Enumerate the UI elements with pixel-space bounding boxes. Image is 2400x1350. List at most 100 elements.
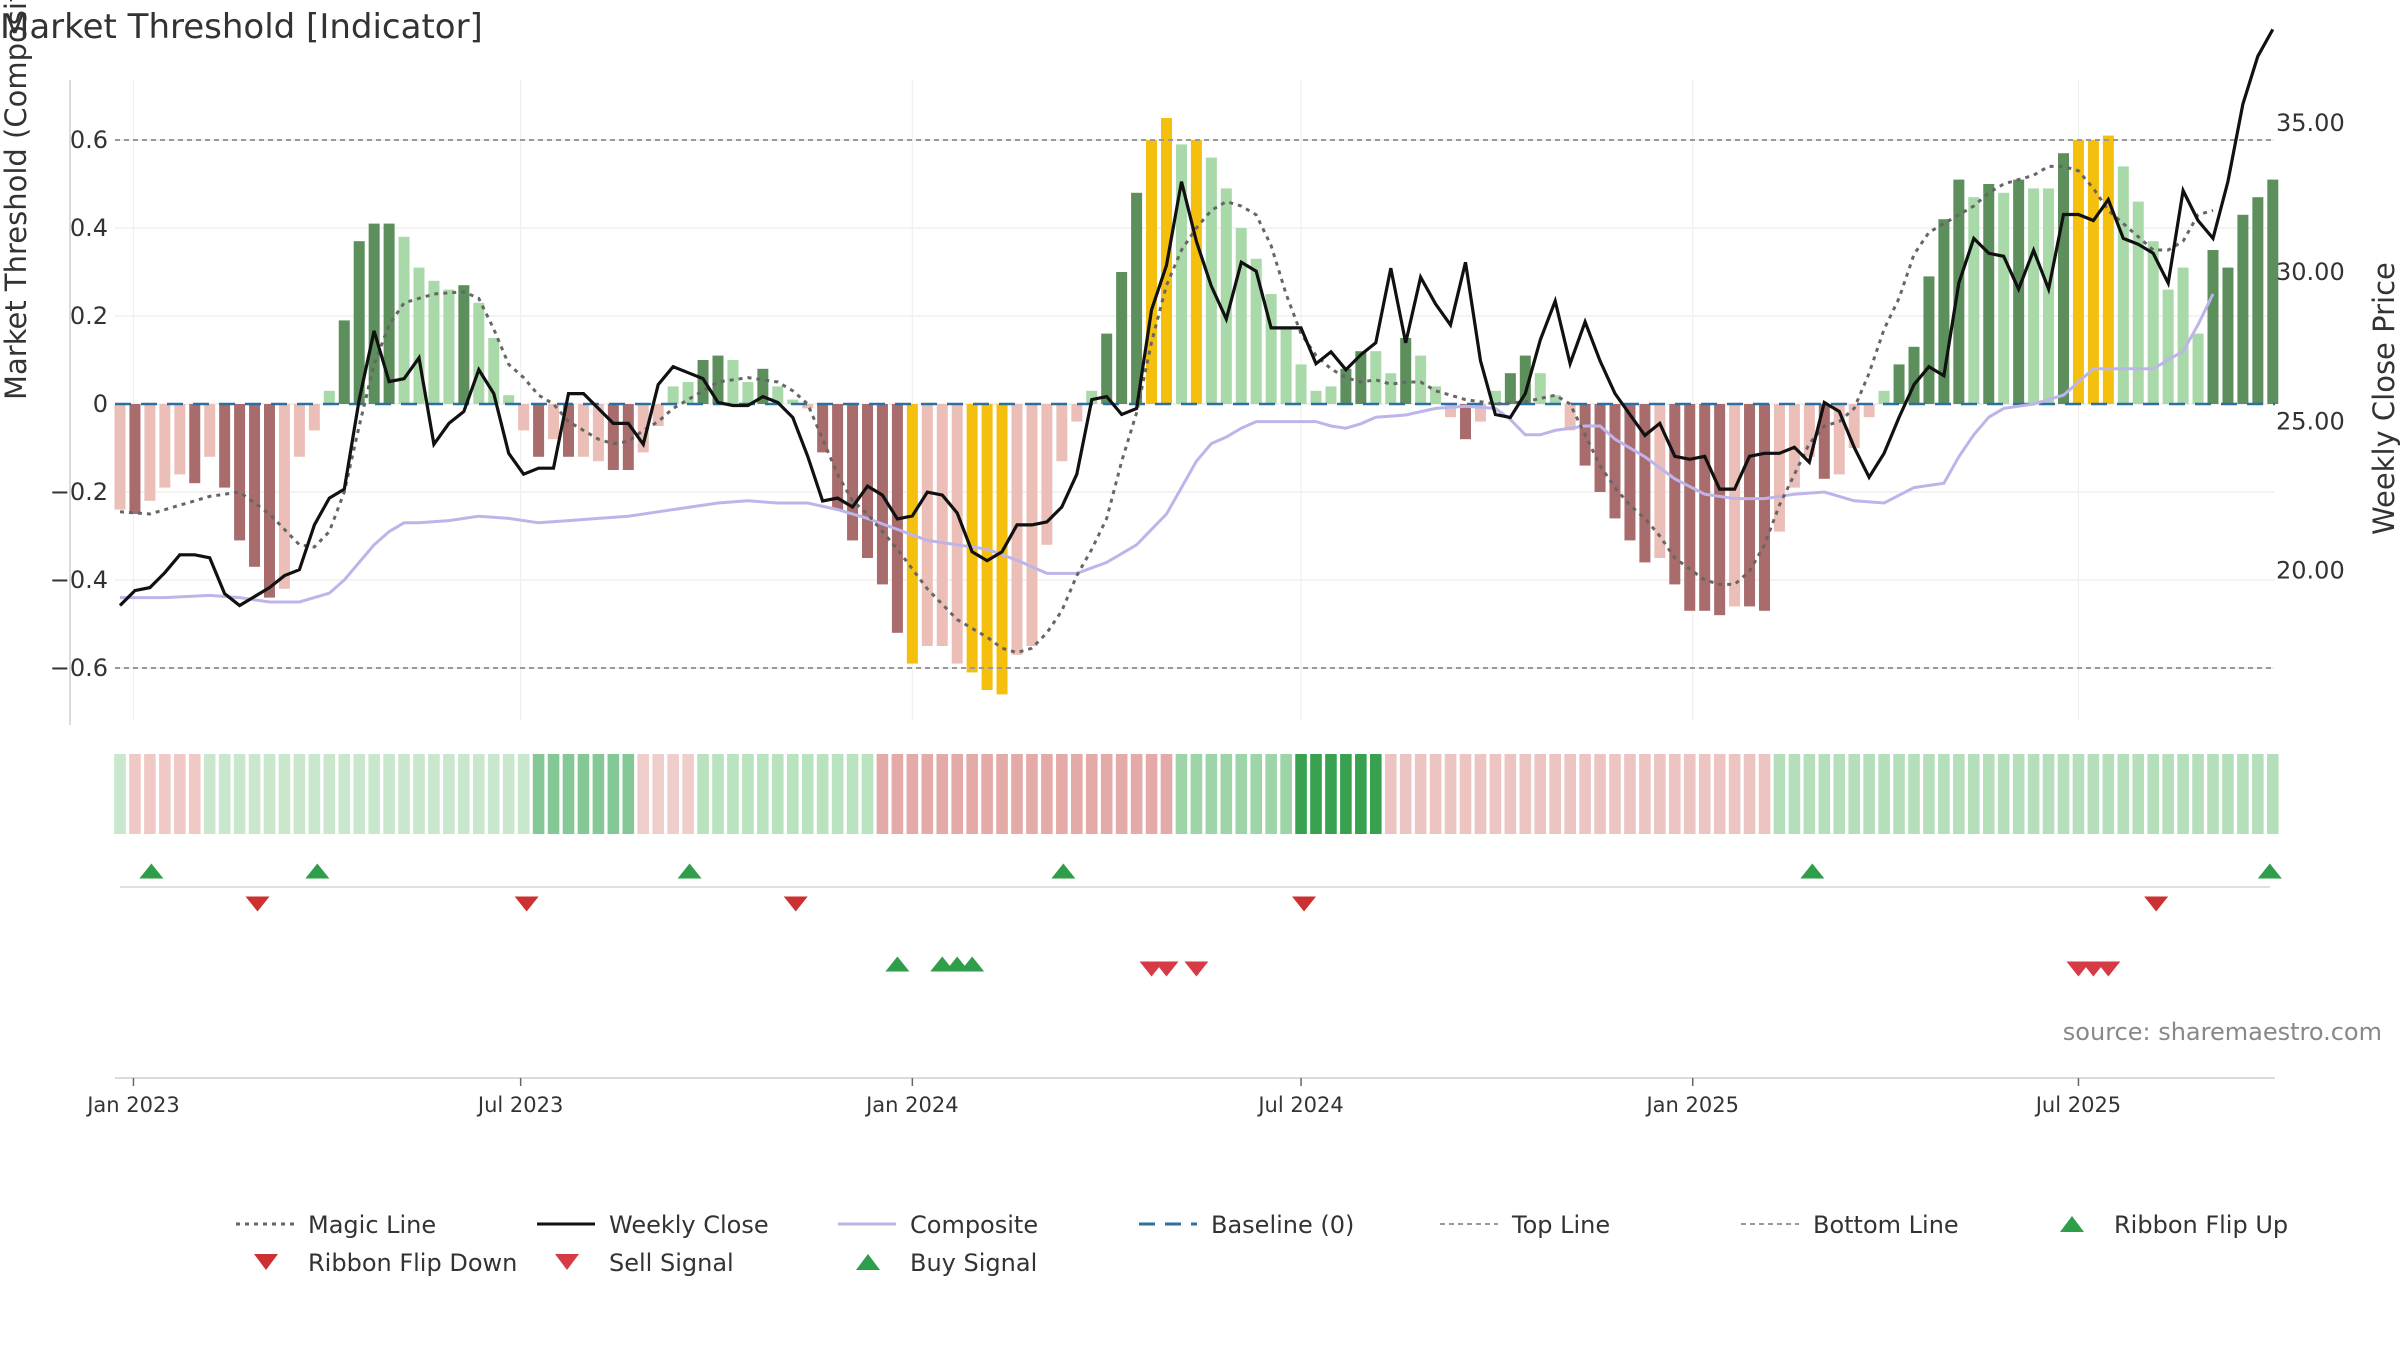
composite-bar <box>1729 404 1741 607</box>
ribbon-cell <box>144 754 156 834</box>
buy-signal-marker <box>885 956 910 972</box>
x-tick-label: Jul 2025 <box>2034 1093 2121 1117</box>
ribbon-cell <box>2207 754 2219 834</box>
composite-bar <box>1235 228 1247 404</box>
ribbon-cell <box>637 754 650 834</box>
composite-bar <box>1938 219 1950 404</box>
ribbon-cell <box>159 754 171 834</box>
composite-bar <box>652 404 664 426</box>
ribbon-cell <box>1594 754 1606 834</box>
legend-item: Ribbon Flip Down <box>254 1249 517 1277</box>
sell-signal-marker <box>1154 961 1179 977</box>
ribbon-cell <box>697 754 709 834</box>
composite-bar <box>2207 250 2219 404</box>
ribbon-cell <box>2102 754 2115 834</box>
composite-bar <box>1325 386 1337 404</box>
composite-bar <box>1923 276 1935 404</box>
composite-bar <box>174 404 186 475</box>
composite-bar <box>1146 140 1158 404</box>
ribbon-cell <box>1519 754 1532 834</box>
ribbon-cell <box>338 754 351 834</box>
ribbon-cell <box>1220 754 1233 834</box>
composite-bar <box>1759 404 1770 611</box>
y-axis-label: Market Threshold (Composite) <box>0 0 33 400</box>
composite-bar <box>757 368 769 404</box>
y-tick-label: −0.2 <box>50 478 108 506</box>
composite-bar <box>966 404 978 673</box>
ribbon-flip-down-marker <box>2144 896 2169 912</box>
composite-bar <box>413 267 425 404</box>
composite-bar <box>219 404 231 488</box>
composite-bar <box>1250 258 1262 404</box>
ribbon-cell <box>1115 754 1128 834</box>
ribbon-cell <box>1788 754 1801 834</box>
ribbon-cell <box>2177 754 2189 834</box>
composite-bar <box>518 404 530 431</box>
magic-line <box>119 164 2214 655</box>
ribbon-cell <box>383 754 395 834</box>
ribbon-cell <box>2147 754 2159 834</box>
composite-bar <box>1041 404 1053 545</box>
composite-bar <box>682 382 694 404</box>
ribbon-cell <box>1355 754 1367 834</box>
ribbon-cell <box>1474 754 1487 834</box>
composite-bar <box>1295 364 1307 404</box>
ribbon-cell <box>293 754 306 834</box>
composite-bar <box>1056 404 1068 462</box>
ribbon-cell <box>742 754 754 834</box>
ribbon-cell <box>2222 754 2234 834</box>
ribbon-cell <box>1414 754 1427 834</box>
ribbon-cell <box>1534 754 1547 834</box>
composite-bar <box>1220 188 1232 404</box>
composite-bar <box>189 404 201 484</box>
legend-item: Magic Line <box>236 1211 436 1239</box>
composite-bar <box>2102 135 2114 404</box>
composite-bar <box>1908 346 1920 404</box>
ribbon-cell <box>1893 754 1905 834</box>
ribbon-cell <box>2192 754 2204 834</box>
ribbon-cell <box>1818 754 1831 834</box>
ribbon-cell <box>1310 754 1322 834</box>
legend-item: Buy Signal <box>856 1249 1037 1277</box>
composite-bar <box>1355 351 1367 404</box>
ribbon-cell <box>2237 754 2249 834</box>
ribbon-cell <box>831 754 844 834</box>
ribbon-cell <box>2027 754 2040 834</box>
ribbon-cell <box>757 754 769 834</box>
ribbon-cell <box>1997 754 2010 834</box>
composite-bar <box>1086 390 1098 404</box>
y2-tick-label: 30.00 <box>2276 258 2345 286</box>
ribbon-cell <box>1713 754 1726 834</box>
composite-bar <box>114 404 126 510</box>
composite-bar <box>2162 289 2174 404</box>
ribbon-cell <box>1953 754 1965 834</box>
composite-bar <box>2192 333 2204 404</box>
ribbon-cell <box>368 754 380 834</box>
composite-bar <box>2028 188 2040 404</box>
composite-bar <box>1340 368 1352 404</box>
y-tick-label: 0 <box>93 390 108 418</box>
composite-bar <box>1818 404 1830 479</box>
composite-bar <box>293 404 305 457</box>
ribbon-cell <box>981 754 993 834</box>
ribbon-cell <box>906 754 919 834</box>
ribbon-cell <box>772 754 784 834</box>
ribbon-cell <box>876 754 889 834</box>
ribbon-cell <box>1175 754 1188 834</box>
composite-bar <box>817 404 829 453</box>
composite-bar <box>1131 192 1143 404</box>
y-tick-label: 0.6 <box>70 126 108 154</box>
ribbon-cell <box>1145 754 1158 834</box>
ribbon-cell <box>1041 754 1053 834</box>
composite-bar <box>1504 373 1516 404</box>
legend-item: Bottom Line <box>1741 1211 1959 1239</box>
composite-bar <box>1773 404 1785 532</box>
composite-bar <box>1803 404 1815 457</box>
ribbon-cell <box>2267 754 2279 834</box>
composite-bar <box>338 320 350 404</box>
ribbon-cell <box>2087 754 2100 834</box>
source-credit: source: sharemaestro.com <box>2063 1018 2382 1046</box>
composite-bar <box>1190 140 1202 404</box>
ribbon-cell <box>891 754 904 834</box>
ribbon-cell <box>2072 754 2085 834</box>
